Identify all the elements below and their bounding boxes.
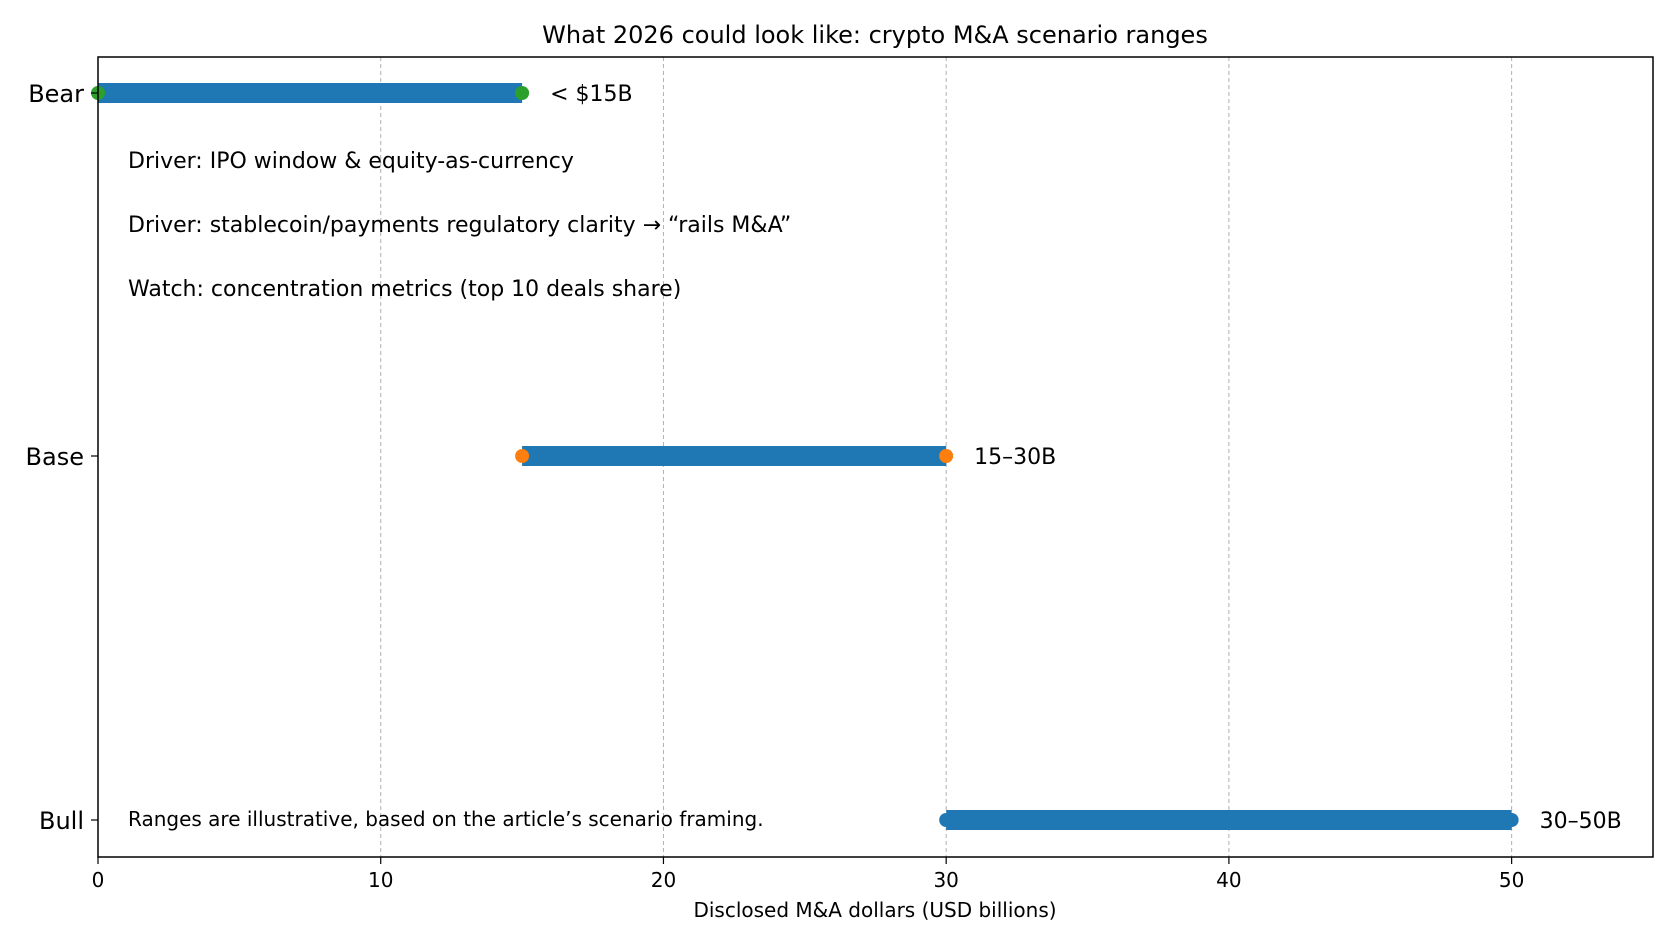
y-label-base: Base [26, 443, 84, 471]
range-label-bull: 30–50B [1540, 809, 1622, 834]
range-low-marker-bull [939, 813, 954, 827]
range-high-marker-base [939, 449, 954, 463]
y-label-bear: Bear [28, 80, 84, 108]
range-high-marker-bear [515, 86, 530, 100]
y-label-bull: Bull [39, 807, 84, 835]
chart-title: What 2026 could look like: crypto M&A sc… [542, 21, 1208, 49]
x-tick-label: 0 [92, 868, 105, 892]
range-label-bear: < $15B [550, 82, 633, 107]
annotation-watch-concentration: Watch: concentration metrics (top 10 dea… [128, 277, 681, 302]
x-tick-label: 50 [1499, 868, 1524, 892]
x-tick-label: 10 [368, 868, 393, 892]
annotation-driver-stablecoin: Driver: stablecoin/payments regulatory c… [128, 213, 791, 238]
chart-footnote: Ranges are illustrative, based on the ar… [128, 807, 764, 831]
range-bars: < $15B 15–30B 30–50B [91, 82, 1622, 834]
x-tick-label: 30 [933, 868, 958, 892]
range-low-marker-base [515, 449, 530, 463]
x-axis: 0 10 20 30 40 50 [92, 857, 1524, 892]
range-label-base: 15–30B [974, 445, 1056, 470]
y-axis: Bear Base Bull [26, 80, 98, 835]
annotations: Driver: IPO window & equity-as-currency … [128, 149, 791, 831]
plot-area-frame [97, 56, 1654, 858]
x-tick-label: 20 [651, 868, 676, 892]
range-high-marker-bull [1504, 813, 1519, 827]
x-tick-label: 40 [1216, 868, 1241, 892]
x-axis-label: Disclosed M&A dollars (USD billions) [693, 898, 1056, 922]
annotation-driver-ipo: Driver: IPO window & equity-as-currency [128, 149, 574, 174]
